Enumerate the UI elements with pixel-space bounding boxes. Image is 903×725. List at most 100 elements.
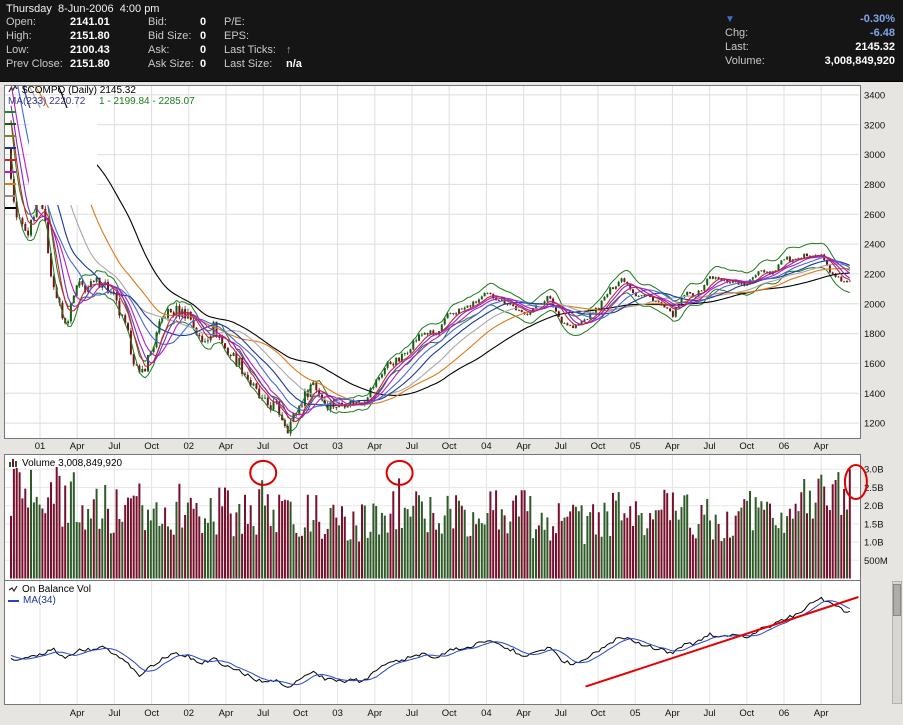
field-value: 2151.80 (70, 30, 110, 42)
x-axis-label: Apr (70, 708, 85, 719)
price-axis-label: 1800 (864, 329, 885, 340)
field-label: Bid Size: (148, 30, 192, 42)
field-value: 2100.43 (70, 44, 110, 56)
quote-field-high: High: 2151.80 (6, 30, 110, 44)
charts-canvas[interactable]: 3400 3200 3000 2800 2600 2400 2200 2000 1800 1600… (0, 82, 903, 725)
field-value: -6.48 (869, 27, 895, 39)
x-axis-label: Apr (516, 708, 531, 719)
volume-bars-icon (8, 457, 18, 470)
field-label: Prev Close: (6, 58, 63, 70)
x-axis-label: 03 (332, 441, 343, 452)
price-axis-label: 2600 (864, 210, 885, 221)
x-axis-label: Jul (406, 708, 418, 719)
field-label: EPS: (224, 30, 250, 42)
scrollbar-thumb[interactable] (893, 584, 901, 616)
field-label: Ask: (148, 44, 170, 56)
x-axis-label: Jul (108, 708, 120, 719)
x-axis-label: 03 (332, 708, 343, 719)
field-value: 0 (200, 16, 207, 28)
quote-field-last: Last: 2145.32 (725, 41, 895, 55)
x-axis-label: Apr (367, 441, 382, 452)
volume-axis-label: 3.0B (864, 465, 884, 476)
volume-axis-label: 1.5B (864, 519, 884, 530)
volume-axis-label: 2.0B (864, 501, 884, 512)
obv-scrollbar[interactable] (892, 581, 902, 704)
quote-fields-left: Open: 2141.01 High: 2151.80 Low: 2100.43 Pr… (6, 16, 110, 72)
volume-axis-label: 1.0B (864, 538, 884, 549)
x-axis-label: Jul (257, 441, 269, 452)
price-axis-label: 1600 (864, 359, 885, 370)
x-axis-label: Apr (665, 441, 680, 452)
quote-fields-right: P/E: EPS: Last Ticks: ↑ Last Size: n/a (224, 16, 302, 72)
quote-field-bid-size: Bid Size: 0 (148, 30, 206, 44)
x-axis-label: 02 (184, 441, 195, 452)
x-axis-label: Oct (442, 441, 457, 452)
quote-field-open: Open: 2141.01 (6, 16, 110, 30)
x-axis-label: Oct (739, 441, 754, 452)
field-label: Last Ticks: (224, 44, 276, 56)
x-axis-label: Jul (704, 708, 716, 719)
price-axis-label: 3000 (864, 150, 885, 161)
field-label: Last Size: (224, 58, 273, 70)
price-panel-header: $COMPQ (Daily) 2145.32 (8, 84, 136, 97)
obv-line-icon (8, 583, 18, 596)
field-value: n/a (286, 58, 302, 70)
price-axis-label: 2800 (864, 180, 885, 191)
x-axis-label: Oct (591, 441, 606, 452)
price-envelope-legend: 1 - 2199.84 - 2285.07 (99, 96, 195, 107)
x-axis-label: Apr (814, 441, 829, 452)
volume-axis-label: 2.5B (864, 483, 884, 494)
volume-spike-annotation (249, 459, 278, 486)
x-axis-label: Oct (144, 708, 159, 719)
x-axis-label: 04 (481, 708, 492, 719)
x-axis-label: Jul (704, 441, 716, 452)
ma-line-icon (8, 599, 19, 602)
x-axis-label: Oct (442, 708, 457, 719)
quote-header: Thursday 8-Jun-2006 4:00 pm Open: 2141.01… (0, 0, 903, 82)
x-axis-label: 05 (630, 708, 641, 719)
change-direction-row: ▼ -0.30% (725, 13, 895, 27)
quote-field-eps: EPS: (224, 30, 302, 44)
field-label: Open: (6, 16, 36, 28)
field-value: 3,008,849,920 (824, 55, 895, 67)
field-label: Last: (725, 41, 749, 53)
volume-spike-annotation (843, 464, 868, 500)
volume-panel-title: Volume 3,008,849,920 (22, 458, 123, 469)
quote-field-last-size: Last Size: n/a (224, 58, 302, 72)
quote-field-last-ticks: Last Ticks: ↑ (224, 44, 302, 58)
price-axis-label: 2200 (864, 269, 885, 280)
field-value: 0 (200, 58, 207, 70)
x-axis-label: 04 (481, 441, 492, 452)
x-axis-label: Oct (293, 441, 308, 452)
x-axis-label: Apr (516, 441, 531, 452)
quote-field-pe: P/E: (224, 16, 302, 30)
quote-fields-mid: Bid: 0 Bid Size: 0 Ask: 0 Ask Size: 0 (148, 16, 206, 72)
volume-spike-annotation (385, 459, 414, 486)
x-axis-label: Apr (219, 708, 234, 719)
x-axis-label: Apr (814, 708, 829, 719)
price-chart-icon (8, 84, 18, 97)
x-axis-label: 02 (184, 708, 195, 719)
obv-trendline-annotation (585, 596, 859, 688)
price-axis-label: 2000 (864, 299, 885, 310)
quote-datetime: Thursday 8-Jun-2006 4:00 pm (6, 3, 160, 15)
x-axis-label: Oct (293, 708, 308, 719)
price-axis-label: 1400 (864, 389, 885, 400)
x-axis-label: Jul (555, 708, 567, 719)
x-axis-label: Oct (591, 708, 606, 719)
field-value: 2151.80 (70, 58, 110, 70)
field-label: High: (6, 30, 32, 42)
quote-field-ask: Ask: 0 (148, 44, 206, 58)
chart-area: 3400 3200 3000 2800 2600 2400 2200 2000 1800 1600… (0, 82, 903, 725)
x-axis-label: Apr (219, 441, 234, 452)
quote-field-volume: Volume: 3,008,849,920 (725, 55, 895, 69)
obv-ma-legend: MA(34) (8, 595, 56, 606)
x-axis-label: Apr (665, 708, 680, 719)
price-panel-title: $COMPQ (Daily) 2145.32 (22, 85, 136, 96)
quote-field-ask-size: Ask Size: 0 (148, 58, 206, 72)
x-axis-label: 06 (779, 441, 790, 452)
x-axis-label: 01 (35, 441, 46, 452)
field-label: Ask Size: (148, 58, 194, 70)
price-ma-legend: MA(233) 2220.72 (8, 96, 86, 107)
quote-field-prev-close: Prev Close: 2151.80 (6, 58, 110, 72)
